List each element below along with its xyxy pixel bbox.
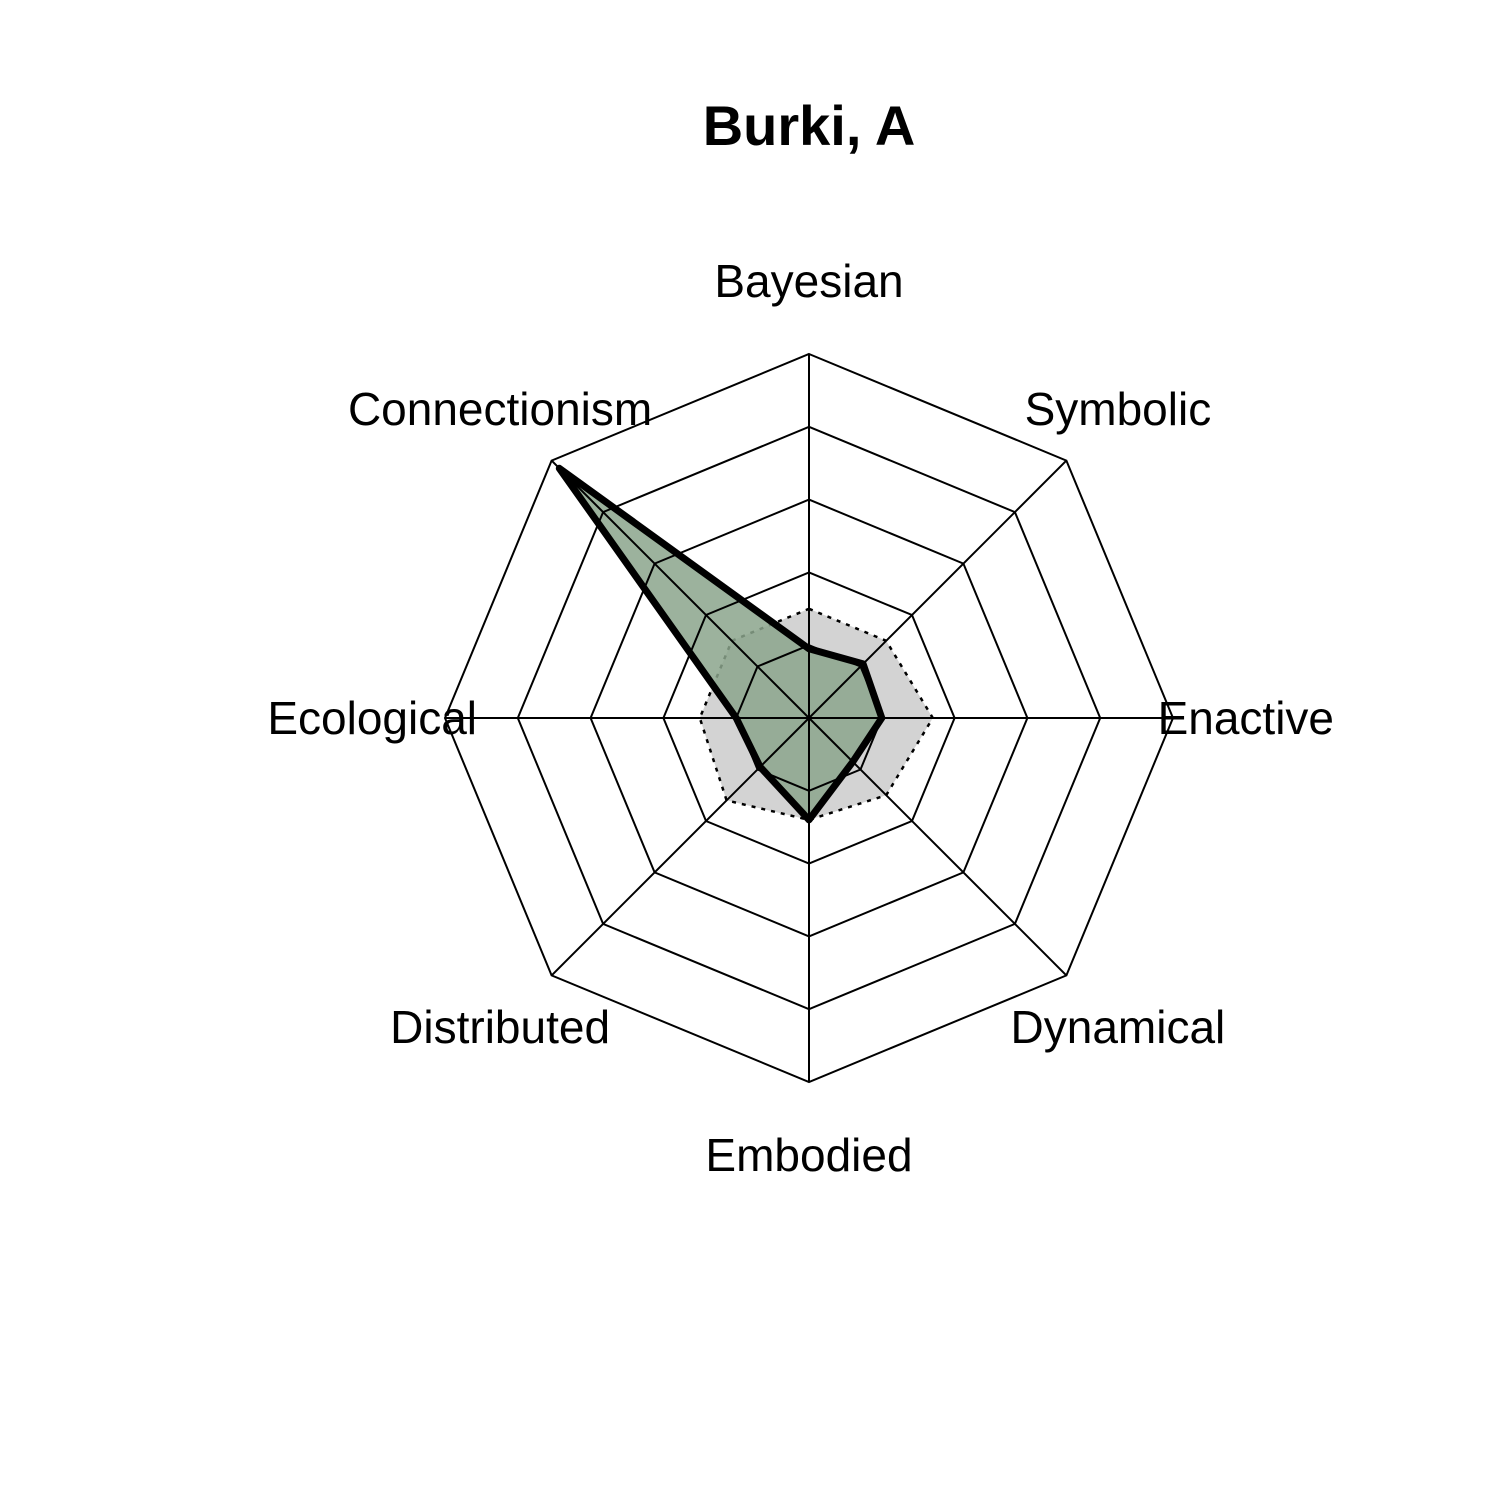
axis-label-embodied: Embodied (705, 1129, 912, 1181)
axis-label-dynamical: Dynamical (1011, 1001, 1226, 1053)
spoke-connectionism (550, 459, 810, 719)
grid-layer (443, 352, 1175, 1084)
spoke-distributed (550, 717, 810, 977)
spoke-symbolic (808, 459, 1068, 719)
axis-label-ecological: Ecological (267, 692, 477, 744)
axis-label-symbolic: Symbolic (1025, 383, 1212, 435)
axis-label-bayesian: Bayesian (714, 255, 903, 307)
spoke-dynamical (808, 717, 1068, 977)
axis-label-distributed: Distributed (390, 1001, 610, 1053)
axis-label-layer: Bayesian Symbolic Enactive Dynamical Embodie… (267, 255, 1334, 1181)
chart-title: Burki, A (703, 94, 916, 157)
axis-label-enactive: Enactive (1158, 692, 1334, 744)
axis-label-connectionism: Connectionism (348, 383, 652, 435)
